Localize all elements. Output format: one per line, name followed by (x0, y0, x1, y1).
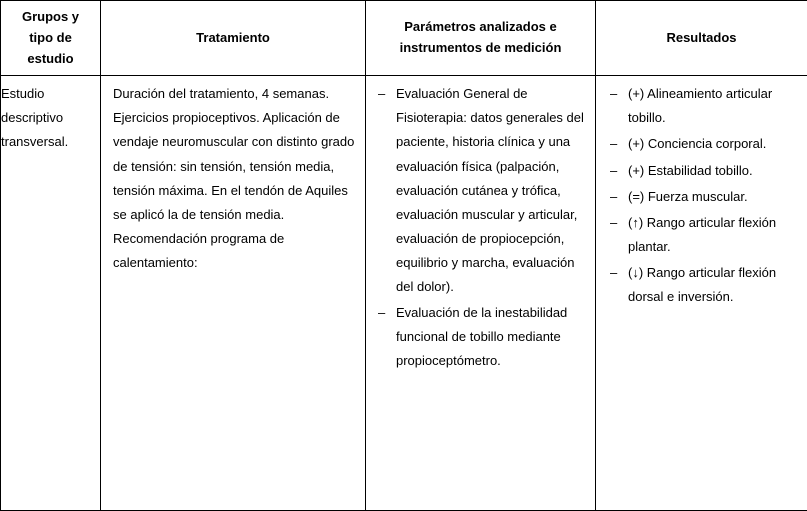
cell-study: Estudio descriptivo transversal. (1, 76, 101, 511)
params-list: Evaluación General de Fisioterapia: dato… (378, 82, 585, 373)
list-item: (=) Fuerza muscular. (608, 185, 797, 209)
list-item: Evaluación de la inestabilidad funcional… (378, 301, 585, 373)
data-table: Grupos y tipo de estudio Tratamiento Par… (0, 0, 807, 511)
col-header-study-line2: estudio (27, 51, 73, 66)
list-item: (+) Conciencia corporal. (608, 132, 797, 156)
list-item: (+) Estabilidad tobillo. (608, 159, 797, 183)
list-item: Evaluación General de Fisioterapia: dato… (378, 82, 585, 298)
col-header-params-line2: instrumentos de medición (400, 40, 562, 55)
col-header-study: Grupos y tipo de estudio (1, 1, 101, 76)
table-header-row: Grupos y tipo de estudio Tratamiento Par… (1, 1, 807, 76)
cell-params: Evaluación General de Fisioterapia: dato… (366, 76, 596, 511)
cell-treatment: Duración del tratamiento, 4 semanas. Eje… (101, 76, 366, 511)
results-list: (+) Alineamiento articular tobillo. (+) … (608, 82, 797, 308)
list-item: (+) Alineamiento articular tobillo. (608, 82, 797, 130)
col-header-study-line1: Grupos y tipo de (22, 9, 79, 45)
col-header-params-line1: Parámetros analizados e (404, 19, 556, 34)
list-item: (↓) Rango articular flexión dorsal e inv… (608, 261, 797, 309)
table-row: Estudio descriptivo transversal. Duració… (1, 76, 807, 511)
col-header-treatment: Tratamiento (101, 1, 366, 76)
col-header-results: Resultados (596, 1, 807, 76)
list-item: (↑) Rango articular flexión plantar. (608, 211, 797, 259)
cell-results: (+) Alineamiento articular tobillo. (+) … (596, 76, 807, 511)
col-header-params: Parámetros analizados e instrumentos de … (366, 1, 596, 76)
